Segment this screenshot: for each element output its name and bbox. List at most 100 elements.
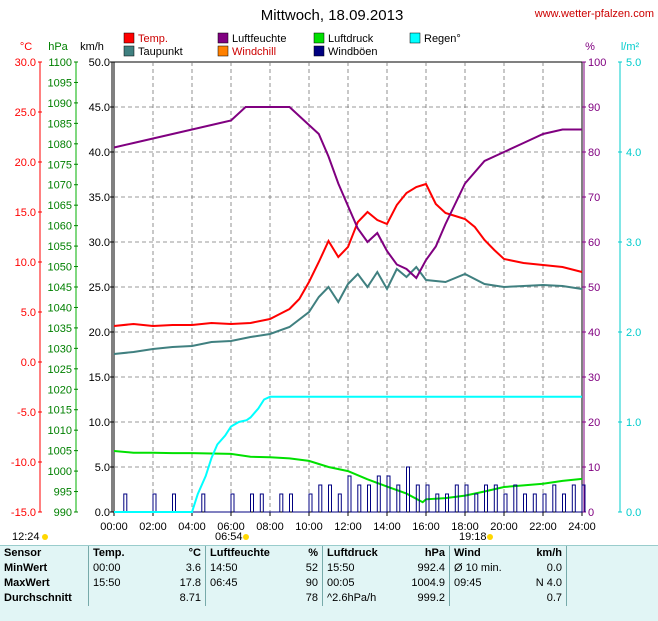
stats-head-press: Luftdruck — [323, 546, 402, 561]
tick-label: 2.0 — [626, 327, 641, 339]
tick-label: 1060 — [48, 221, 72, 233]
stats-spacer — [567, 576, 658, 591]
tick-label: 995 — [54, 487, 72, 499]
legend-label: Luftdruck — [328, 33, 374, 45]
stats-temp-value: 3.6 — [157, 561, 206, 576]
stats-head-sensor: Sensor — [0, 546, 89, 561]
wind-unit: km/h — [80, 41, 104, 53]
legend-label: Temp. — [138, 33, 168, 45]
tick-label: 0.0 — [21, 357, 36, 369]
time-tick-label: 24:00 — [568, 521, 596, 533]
tick-label: 1100 — [48, 57, 72, 69]
stats-temp-time: 00:00 — [89, 561, 158, 576]
tick-label: 1010 — [48, 425, 72, 437]
tick-label: 5.0 — [21, 307, 36, 319]
stats-head-wind: Wind — [450, 546, 519, 561]
tick-label: 990 — [54, 507, 72, 519]
humidity-unit: % — [585, 41, 595, 53]
stats-hum-value: 90 — [284, 576, 323, 591]
stats-spacer — [567, 591, 658, 606]
legend-label: Regen° — [424, 33, 461, 45]
tick-label: 1045 — [48, 282, 72, 294]
temp-unit: °C — [20, 41, 32, 53]
tick-label: 1090 — [48, 98, 72, 110]
tick-label: 30.0 — [15, 57, 36, 69]
legend-swatch — [410, 33, 420, 43]
time-tick-label: 00:00 — [100, 521, 128, 533]
time-tick-label: 16:00 — [412, 521, 440, 533]
stats-head-hum-unit: % — [284, 546, 323, 561]
stats-temp-time — [89, 591, 158, 606]
tick-label: 1055 — [48, 241, 72, 253]
series-line-windb-en — [114, 467, 585, 512]
tick-label: 10 — [588, 462, 600, 474]
legend-swatch — [124, 33, 134, 43]
stats-wind-value: N 4.0 — [518, 576, 567, 591]
tick-label: 50.0 — [89, 57, 110, 69]
tick-label: 5.0 — [95, 462, 110, 474]
tick-label: 1005 — [48, 446, 72, 458]
tick-label: 1050 — [48, 262, 72, 274]
tick-label: 1070 — [48, 180, 72, 192]
site-url[interactable]: www.wetter-pfalzen.com — [534, 8, 654, 20]
tick-label: 90 — [588, 102, 600, 114]
tick-label: 15.0 — [15, 207, 36, 219]
stats-hum-time: 06:45 — [206, 576, 285, 591]
sunset-label: 19:18 — [459, 531, 487, 543]
rain-unit: l/m² — [621, 41, 640, 53]
data-series — [114, 107, 585, 512]
sunrise-icon — [243, 534, 249, 540]
tick-label: 35.0 — [89, 192, 110, 204]
tick-label: 4.0 — [626, 147, 641, 159]
tick-label: 0 — [588, 507, 594, 519]
sunset-icon — [487, 534, 493, 540]
time-tick-label: 08:00 — [256, 521, 284, 533]
legend-swatch — [314, 33, 324, 43]
stats-press-time: 00:05 — [323, 576, 402, 591]
stats-press-time: 15:50 — [323, 561, 402, 576]
tick-label: 1065 — [48, 200, 72, 212]
stats-head-press-unit: hPa — [401, 546, 450, 561]
time-tick-label: 22:00 — [529, 521, 557, 533]
tick-label: 1000 — [48, 466, 72, 478]
tick-label: 15.0 — [89, 372, 110, 384]
stats-head-hum: Luftfeuchte — [206, 546, 285, 561]
tick-label: -5.0 — [17, 407, 36, 419]
tick-label: 45.0 — [89, 102, 110, 114]
legend-swatch — [314, 46, 324, 56]
tick-label: 1.0 — [626, 417, 641, 429]
tick-label: 1020 — [48, 384, 72, 396]
sunrise-label: 06:54 — [215, 531, 243, 543]
tick-label: 25.0 — [89, 282, 110, 294]
tick-label: -15.0 — [11, 507, 36, 519]
weather-chart: Mittwoch, 18.09.2013 www.wetter-pfalzen.… — [0, 0, 658, 545]
time-tick-label: 14:00 — [373, 521, 401, 533]
tick-label: 50 — [588, 282, 600, 294]
tick-label: 30 — [588, 372, 600, 384]
stats-label: MaxWert — [0, 576, 89, 591]
stats-press-value: 992.4 — [401, 561, 450, 576]
pressure-unit: hPa — [48, 41, 68, 53]
stats-label: Durchschnitt — [0, 591, 89, 606]
stats-wind-time — [450, 591, 519, 606]
time-tick-label: 04:00 — [178, 521, 206, 533]
time-tick-label: 12:00 — [334, 521, 362, 533]
tick-label: 1095 — [48, 77, 72, 89]
stats-temp-time: 15:50 — [89, 576, 158, 591]
tick-label: 20 — [588, 417, 600, 429]
stats-wind-value: 0.7 — [518, 591, 567, 606]
tick-label: 20.0 — [89, 327, 110, 339]
axis-lines — [40, 62, 620, 512]
tick-label: 1025 — [48, 364, 72, 376]
tick-label: 1030 — [48, 343, 72, 355]
stats-head-temp: Temp. — [89, 546, 158, 561]
stats-press-value: 999.2 — [401, 591, 450, 606]
stats-press-value: 1004.9 — [401, 576, 450, 591]
stats-row: Durchschnitt 8.71 78 ^2.6hPa/h 999.2 0.7 — [0, 591, 658, 606]
legend: Temp.TaupunktLuftfeuchteWindchillLuftdru… — [124, 33, 461, 58]
legend-swatch — [124, 46, 134, 56]
tick-label: 10.0 — [89, 417, 110, 429]
stats-spacer — [567, 561, 658, 576]
legend-label: Taupunkt — [138, 46, 183, 58]
stats-label: MinWert — [0, 561, 89, 576]
